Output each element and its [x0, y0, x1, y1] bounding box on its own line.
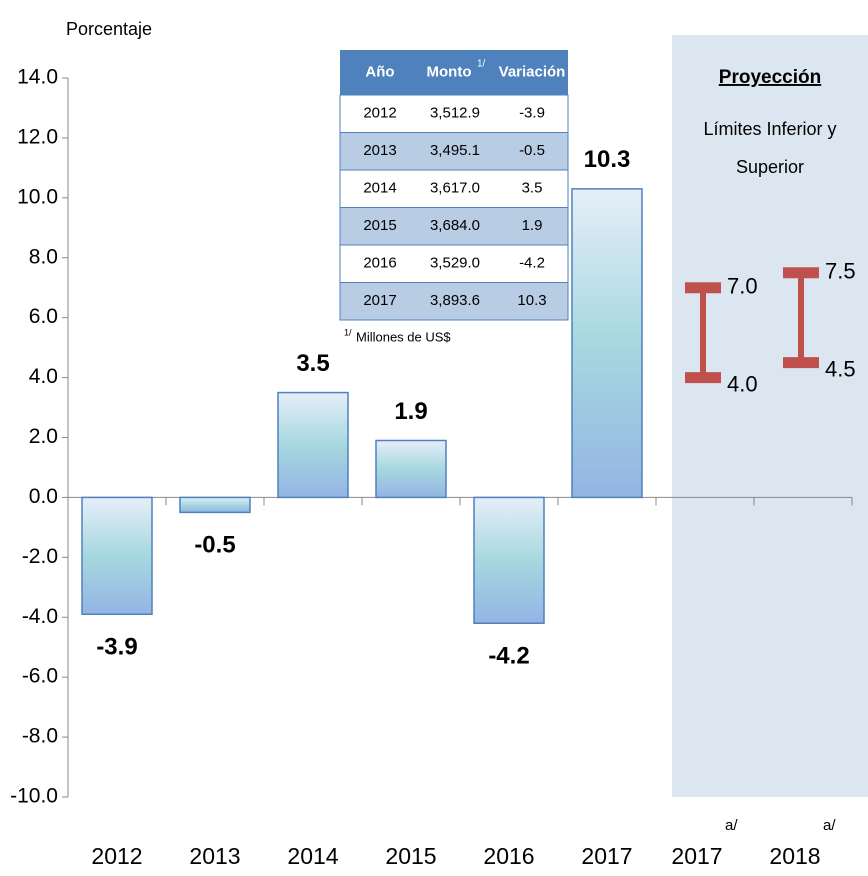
projection-shade — [672, 35, 868, 797]
projection-subtitle: Superior — [736, 157, 804, 177]
table-header-note: 1/ — [477, 59, 486, 70]
x-tick-label: 2014 — [287, 843, 338, 869]
y-tick-label: 6.0 — [29, 305, 58, 328]
x-tick-label: 2017 — [581, 843, 632, 869]
x-tick-label: 2012 — [91, 843, 142, 869]
y-tick-label: -2.0 — [22, 545, 58, 568]
table-cell: 3,617.0 — [430, 180, 480, 197]
x-tick-label: 2017 — [671, 843, 722, 869]
table-cell: 2017 — [363, 292, 396, 309]
table-cell: 3,529.0 — [430, 255, 480, 272]
table-header: Variación — [499, 63, 566, 80]
y-tick-label: 14.0 — [17, 66, 58, 89]
y-tick-label: -10.0 — [10, 785, 58, 808]
table-cell: 1.9 — [522, 217, 543, 234]
x-tick-note: a/ — [725, 817, 738, 834]
table-row-bg — [339, 207, 569, 246]
table-cell: 3.5 — [522, 180, 543, 197]
bar — [277, 391, 349, 499]
x-tick-label: 2015 — [385, 843, 436, 869]
projection-title: Proyección — [719, 67, 821, 88]
y-tick-label: -6.0 — [22, 665, 58, 688]
table-header-bg — [340, 50, 568, 95]
x-tick-label: 2018 — [769, 843, 820, 869]
table-row-bg — [339, 282, 569, 321]
table-cell: 2015 — [363, 217, 396, 234]
table-cell: -4.2 — [519, 255, 545, 272]
y-tick-label: 0.0 — [29, 485, 58, 508]
y-tick-label: 10.0 — [17, 185, 58, 208]
value-label: -4.2 — [488, 643, 529, 670]
bar — [571, 188, 643, 499]
range-label-low: 4.0 — [727, 371, 758, 396]
table-cell: 3,684.0 — [430, 217, 480, 234]
bar — [375, 439, 447, 499]
y-tick-label: 12.0 — [17, 125, 58, 148]
table-cell: 3,512.9 — [430, 105, 480, 122]
table-cell: 2016 — [363, 255, 396, 272]
table-row-bg — [339, 132, 569, 171]
bar — [179, 496, 251, 514]
x-tick-label: 2013 — [189, 843, 240, 869]
table-header: Año — [365, 63, 394, 80]
table-cell: 10.3 — [517, 292, 546, 309]
y-tick-label: 8.0 — [29, 245, 58, 268]
table-cell: 3,893.6 — [430, 292, 480, 309]
table-row-bg — [339, 244, 569, 283]
table-cell: 3,495.1 — [430, 142, 480, 159]
value-label: 1.9 — [394, 398, 427, 425]
range-label-low: 4.5 — [825, 356, 856, 381]
range-label-high: 7.0 — [727, 274, 758, 299]
projection-subtitle: Límites Inferior y — [703, 119, 836, 139]
value-label: -3.9 — [96, 634, 137, 661]
table-cell: -3.9 — [519, 105, 545, 122]
x-tick-note: a/ — [823, 817, 836, 834]
y-tick-label: -8.0 — [22, 725, 58, 748]
table-footnote: Millones de US$ — [356, 329, 451, 344]
bar — [81, 496, 153, 616]
y-axis-label: Porcentaje — [66, 19, 152, 39]
table-row-bg — [339, 94, 569, 133]
x-tick-label: 2016 — [483, 843, 534, 869]
table-header: Monto — [427, 63, 472, 80]
value-label: -0.5 — [194, 532, 235, 559]
table-footnote-mark: 1/ — [344, 327, 352, 337]
table-cell: -0.5 — [519, 142, 545, 159]
y-tick-label: 2.0 — [29, 425, 58, 448]
y-tick-label: -4.0 — [22, 605, 58, 628]
table-cell: 2013 — [363, 142, 396, 159]
value-label: 10.3 — [584, 146, 631, 173]
y-tick-label: 4.0 — [29, 365, 58, 388]
table-cell: 2012 — [363, 105, 396, 122]
range-label-high: 7.5 — [825, 259, 856, 284]
bar — [473, 496, 545, 624]
table-cell: 2014 — [363, 180, 396, 197]
value-label: 3.5 — [296, 350, 329, 377]
